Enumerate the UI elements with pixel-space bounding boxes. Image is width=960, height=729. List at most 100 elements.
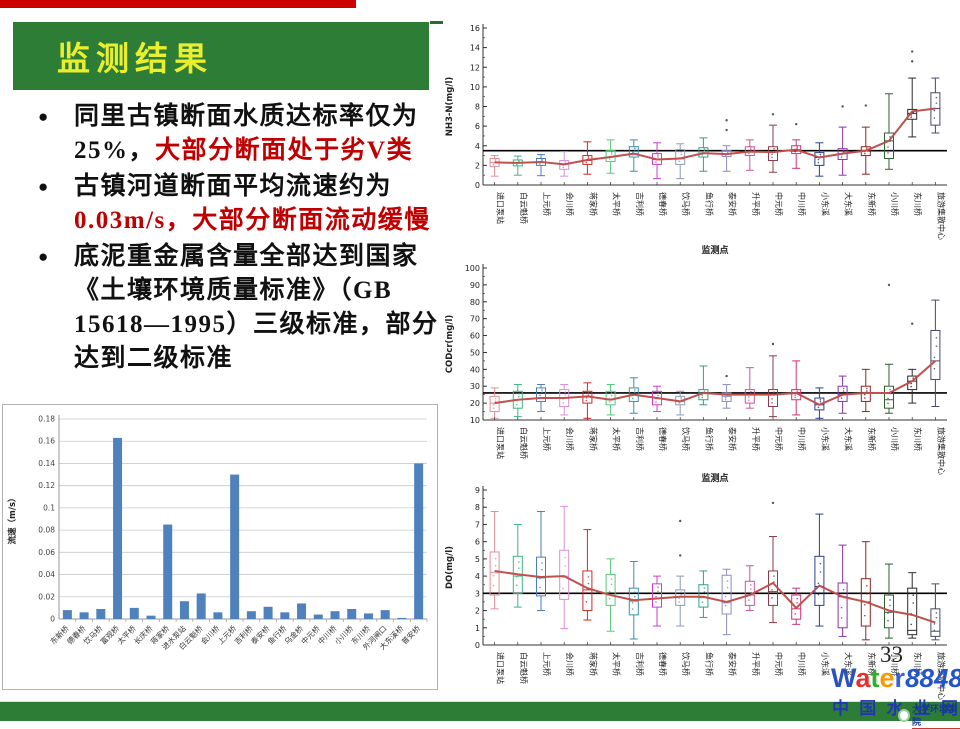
svg-text:中川桥: 中川桥 — [797, 652, 807, 676]
svg-text:小东溪: 小东溪 — [820, 427, 830, 451]
svg-text:大东溪: 大东溪 — [844, 652, 854, 676]
bar — [414, 463, 424, 619]
box-plot — [744, 367, 755, 409]
bar — [363, 613, 373, 619]
bar — [297, 603, 307, 619]
title-bar: 监测结果 — [13, 22, 429, 90]
svg-text:8: 8 — [475, 503, 480, 512]
svg-text:会川桥: 会川桥 — [565, 652, 575, 676]
svg-text:大东溪: 大东溪 — [844, 427, 854, 451]
svg-text:旅游集散中心: 旅游集散中心 — [936, 652, 946, 700]
svg-text:30: 30 — [470, 382, 480, 391]
svg-text:中元桥: 中元桥 — [774, 192, 784, 216]
box-plot — [930, 77, 941, 134]
svg-text:太平桥: 太平桥 — [612, 652, 622, 676]
x-axis-labels: 东新桥德春桥饮马桥富观桥太平桥长庆桥蒋家桥进水泵站白云魁桥会川桥上元桥吉利桥泰安… — [48, 619, 428, 652]
bar — [230, 474, 240, 619]
box-plot — [512, 523, 523, 608]
box-plot — [814, 142, 825, 177]
y-axis-label: NH3-N(mg/l) — [445, 77, 455, 137]
box-plot — [628, 560, 639, 640]
svg-text:旅游集散中心: 旅游集散中心 — [936, 192, 946, 240]
svg-text:进口泵站: 进口泵站 — [496, 427, 506, 459]
bullet-item: ● 古镇河道断面平均流速约为 0.03m/s，大部分断面流动缓慢 — [36, 170, 448, 238]
velocity-bar-chart-panel: 0 0.02 0.04 0.06 0.08 0.1 0.12 0.14 0.16 0.18 流速（m… — [2, 404, 438, 690]
box-plot — [791, 139, 802, 169]
y-axis-label: CODcr(mg/l) — [445, 315, 455, 374]
svg-text:进口泵站: 进口泵站 — [496, 652, 506, 684]
svg-text:上元桥: 上元桥 — [542, 427, 552, 451]
svg-text:6: 6 — [475, 122, 480, 131]
bottom-green-bar — [0, 701, 960, 721]
svg-text:小东溪: 小东溪 — [820, 192, 830, 216]
water8848-number: 8848 — [905, 663, 960, 693]
svg-text:5: 5 — [475, 555, 480, 564]
box-series — [489, 299, 941, 419]
axes — [482, 264, 947, 421]
codcr-box-chart-panel: 10 20 30 40 50 60 70 80 90 100 CODcr(mg/l) 进口泵站 白云魁桥… — [443, 258, 957, 486]
mean-line — [494, 107, 936, 166]
box-plot — [907, 77, 918, 138]
svg-text:10: 10 — [470, 416, 480, 425]
svg-text:白云魁桥: 白云魁桥 — [519, 427, 529, 459]
mean-line — [494, 569, 936, 624]
bullet-marker: ● — [38, 247, 49, 266]
svg-text:升平桥: 升平桥 — [751, 652, 761, 676]
axes — [482, 24, 947, 186]
axes — [482, 486, 947, 646]
svg-text:小川桥: 小川桥 — [890, 427, 900, 451]
box-plot — [675, 390, 686, 416]
svg-text:0.02: 0.02 — [38, 592, 55, 601]
nh3n-box-chart-panel: 0 2 4 6 8 10 12 14 16 NH3-N(mg/l) 进口泵站 白云魁桥 上元桥 会川桥 蒋家… — [443, 12, 957, 258]
svg-text:太平桥: 太平桥 — [612, 192, 622, 216]
box-plot — [489, 155, 500, 177]
svg-text:2: 2 — [475, 161, 480, 170]
x-axis-labels: 进口泵站 白云魁桥 上元桥 会川桥 蒋家桥 太平桥 吉利桥 德春桥 饮马桥 鱼行桥 泰安桥 升平桥 中元… — [494, 417, 946, 475]
svg-text:大东溪: 大东溪 — [844, 192, 854, 216]
bar — [330, 611, 340, 619]
svg-text:吉利桥: 吉利桥 — [635, 652, 645, 676]
box-chart-svg: 0 2 4 6 8 10 12 14 16 NH3-N(mg/l) 进口泵站 白云魁桥 上元桥 会川桥 蒋家… — [445, 24, 947, 256]
svg-text:2: 2 — [475, 607, 480, 616]
svg-text:小川桥: 小川桥 — [890, 192, 900, 216]
svg-text:60: 60 — [470, 332, 480, 341]
box-plot — [536, 154, 546, 177]
svg-text:饮马桥: 饮马桥 — [681, 652, 691, 676]
svg-text:9: 9 — [475, 486, 480, 495]
bullet-item: ● 底泥重金属含量全部达到国家《土壤环境质量标准》（GB 15618—1995）三… — [36, 240, 448, 376]
box-plot — [582, 529, 593, 621]
bar — [96, 609, 106, 619]
bar — [246, 611, 256, 619]
box-plot — [582, 141, 593, 175]
y-axis-ticks: 0 2 4 6 8 10 12 14 16 — [470, 24, 487, 190]
svg-text:12: 12 — [470, 63, 480, 72]
box-plot — [652, 575, 662, 627]
svg-text:升平桥: 升平桥 — [751, 192, 761, 216]
globe-icon — [898, 709, 910, 722]
box-plot — [768, 355, 778, 418]
box-plot — [930, 299, 941, 407]
box-plot — [582, 382, 593, 419]
bar — [79, 612, 89, 619]
svg-text:东新桥: 东新桥 — [867, 192, 877, 216]
box-plot — [559, 384, 570, 416]
velocity-bar-chart: 0 0.02 0.04 0.06 0.08 0.1 0.12 0.14 0.16 0.18 流速（m… — [7, 415, 428, 652]
top-accent-bar — [0, 0, 356, 8]
institute-logo: 大学环境学院 — [898, 702, 960, 729]
svg-text:0.12: 0.12 — [38, 481, 55, 490]
watermark-letter: W — [831, 663, 856, 693]
bar — [179, 601, 189, 619]
outlier-points — [725, 50, 914, 132]
box-chart-svg: 0 1 2 3 4 5 6 7 8 9 DO(mg/l) 进口泵站 白云魁桥 上元桥 会川桥 蒋家桥 太平桥 吉利… — [445, 486, 947, 716]
svg-text:8: 8 — [475, 103, 480, 112]
cn-watermark-char: 中 — [832, 699, 849, 718]
svg-text:泰安桥: 泰安桥 — [728, 427, 738, 451]
svg-text:0.04: 0.04 — [38, 570, 55, 579]
svg-text:16: 16 — [470, 24, 480, 33]
cn-watermark-char: 网 — [941, 699, 958, 718]
box-plot — [721, 384, 732, 409]
bar — [380, 610, 390, 619]
bar — [62, 610, 72, 619]
box-plot — [930, 583, 941, 641]
svg-text:白云魁桥: 白云魁桥 — [519, 652, 529, 684]
